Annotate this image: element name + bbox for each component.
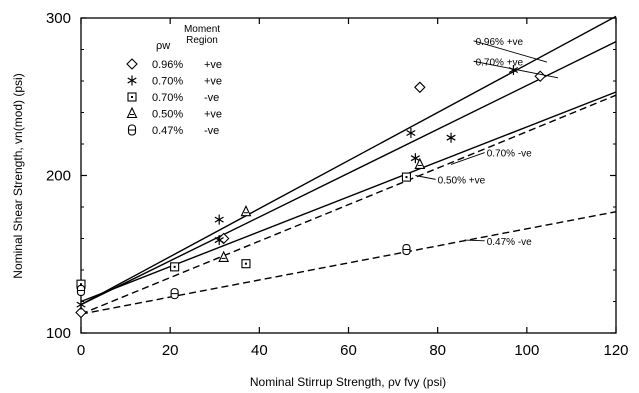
- asterisk-stroke: [446, 134, 456, 141]
- x-tick-label: 120: [603, 342, 628, 359]
- triangle-outline: [126, 106, 138, 119]
- fit-line-label: 0.50% +ve: [438, 175, 486, 186]
- asterisk-marker: [76, 299, 86, 310]
- asterisk-marker: [406, 127, 416, 138]
- fit-line-label: 0.47% -ve: [487, 237, 532, 248]
- fit-line: [80, 91, 617, 303]
- fit-line-labels: 0.96% +ve 0.70% +ve 0.70% -ve 0.50% +ve 0.47…: [415, 37, 559, 248]
- asterisk-stroke: [214, 216, 224, 223]
- fit-label-leader: [473, 60, 559, 79]
- asterisk-marker: [214, 214, 224, 225]
- asterisk-stroke: [410, 155, 420, 162]
- y-tick-label: 300: [46, 10, 71, 27]
- fit-line: [80, 94, 617, 315]
- square-marker: [401, 172, 412, 182]
- asterisk-stroke: [76, 301, 86, 308]
- square-dot: [244, 262, 247, 265]
- legend-rho-value: 0.96%: [152, 59, 183, 71]
- asterisk-stroke: [214, 237, 224, 244]
- y-tick-label: 200: [46, 168, 71, 185]
- x-tick-label: 80: [429, 342, 446, 359]
- diamond-marker: [414, 81, 426, 94]
- legend-rho-value: 0.70%: [152, 92, 183, 104]
- x-tick-label: 0: [77, 342, 85, 359]
- fit-label-leader: [464, 239, 485, 242]
- square-dot: [80, 283, 82, 286]
- x-axis-label: Nominal Stirrup Strength, ρv fvy (psi): [250, 375, 446, 389]
- roundrect-marker: [402, 243, 411, 256]
- legend-region-value: +ve: [204, 76, 222, 88]
- square-marker: [170, 262, 180, 272]
- diamond-marker: [126, 58, 138, 70]
- asterisk-marker: [127, 75, 137, 86]
- fit-line-label: 0.96% +ve: [476, 37, 524, 48]
- roundrect-marker: [76, 284, 86, 297]
- x-tick-label: 60: [340, 342, 357, 359]
- legend-region-value: +ve: [204, 59, 222, 71]
- asterisk-marker: [410, 153, 420, 164]
- triangle-marker: [126, 106, 138, 119]
- triangle-outline: [218, 250, 230, 262]
- square-marker: [241, 259, 251, 269]
- fit-line: [80, 211, 617, 315]
- axis-ticks: 0 20 40 60 80 100 120 100 200 300: [46, 10, 629, 359]
- legend: ρw Moment Region 0.96% +ve 0.70% +ve 0.70% -ve…: [126, 24, 222, 137]
- triangle-marker: [240, 204, 252, 217]
- fit-label-leader: [415, 175, 436, 180]
- fit-line: [80, 15, 617, 306]
- legend-header-moment: Moment Region: [184, 24, 220, 46]
- asterisk-stroke: [406, 129, 416, 136]
- fit-line-label: 0.70% -ve: [487, 149, 532, 160]
- legend-region-value: +ve: [204, 109, 222, 121]
- y-axis-label: Nominal Shear Strength, vn(mod) (psi): [11, 73, 25, 278]
- legend-rho-value: 0.50%: [152, 109, 183, 121]
- square-dot: [131, 96, 133, 98]
- square-dot: [405, 176, 408, 179]
- x-tick-label: 100: [514, 342, 539, 359]
- legend-rho-value: 0.70%: [152, 76, 183, 88]
- roundrect-marker: [127, 124, 137, 136]
- legend-header-moment-line: Moment: [184, 24, 220, 35]
- asterisk-marker: [446, 132, 456, 143]
- legend-header-moment-line: Region: [186, 35, 218, 46]
- fit-line-label: 0.70% +ve: [476, 57, 524, 68]
- data-points: [75, 64, 546, 319]
- asterisk-stroke: [127, 77, 137, 84]
- fit-label-leader: [473, 40, 548, 63]
- triangle-outline: [240, 204, 252, 217]
- asterisk-stroke: [508, 66, 519, 73]
- diamond-marker: [75, 306, 87, 319]
- y-tick-label: 100: [46, 325, 71, 342]
- x-tick-label: 40: [251, 342, 268, 359]
- fit-line: [80, 40, 617, 306]
- triangle-marker: [414, 157, 426, 170]
- diamond-marker: [534, 70, 546, 83]
- roundrect-marker: [170, 288, 179, 300]
- fit-lines: [80, 15, 617, 315]
- legend-header-rho: ρw: [156, 40, 170, 52]
- triangle-outline: [414, 157, 426, 170]
- square-dot: [173, 265, 176, 268]
- asterisk-marker: [214, 235, 224, 246]
- legend-region-value: -ve: [204, 92, 219, 104]
- x-tick-label: 20: [162, 342, 179, 359]
- triangle-marker: [218, 250, 230, 262]
- square-marker: [127, 92, 137, 102]
- fit-label-leader: [450, 152, 485, 165]
- legend-rho-value: 0.47%: [152, 125, 183, 137]
- legend-region-value: -ve: [204, 125, 219, 137]
